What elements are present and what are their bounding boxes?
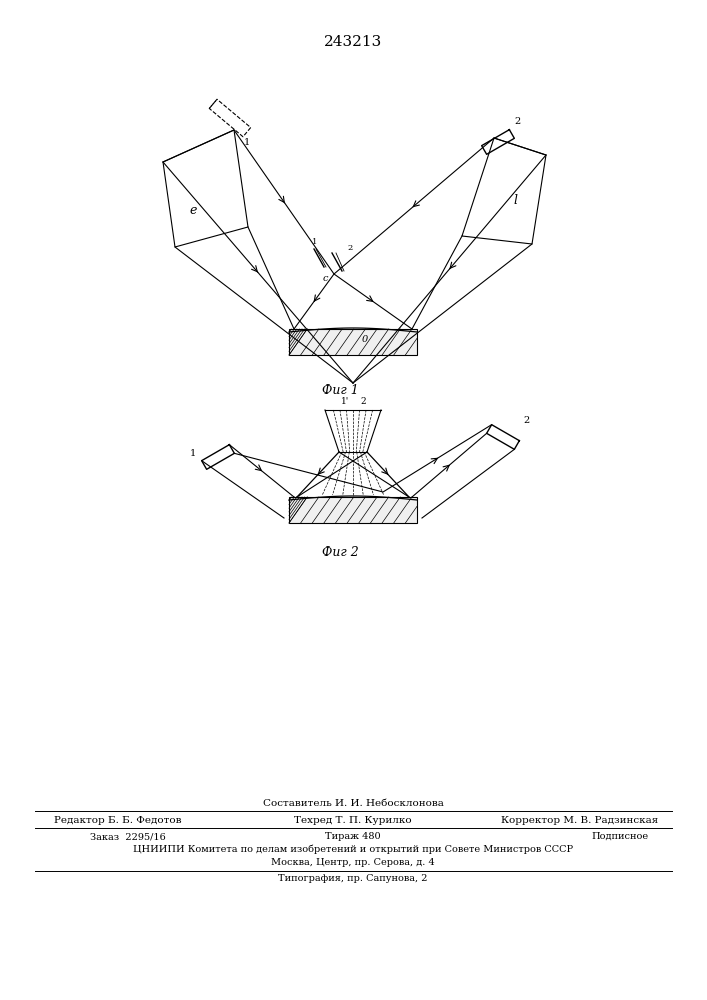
- Text: Техред Т. П. Курилко: Техред Т. П. Курилко: [294, 816, 411, 825]
- Text: Москва, Центр, пр. Серова, д. 4: Москва, Центр, пр. Серова, д. 4: [271, 858, 435, 867]
- Text: 2: 2: [347, 244, 352, 252]
- Text: e: e: [189, 204, 197, 217]
- Text: 1: 1: [244, 138, 250, 147]
- Text: 2: 2: [360, 397, 366, 406]
- Text: 2: 2: [514, 117, 520, 126]
- Text: Тираж 480: Тираж 480: [325, 832, 381, 841]
- Text: 1': 1': [341, 397, 349, 406]
- Text: 0: 0: [362, 336, 368, 344]
- Text: Фиг 1: Фиг 1: [322, 383, 358, 396]
- Text: c: c: [322, 274, 328, 283]
- Text: Составитель И. И. Небосклонова: Составитель И. И. Небосклонова: [262, 799, 443, 808]
- Polygon shape: [163, 130, 248, 247]
- Bar: [289, 497, 417, 523]
- Text: 1: 1: [189, 448, 196, 458]
- Text: Фиг 2: Фиг 2: [322, 546, 358, 558]
- Text: Редактор Б. Б. Федотов: Редактор Б. Б. Федотов: [54, 816, 182, 825]
- Text: Типография, пр. Сапунова, 2: Типография, пр. Сапунова, 2: [279, 874, 428, 883]
- Text: 2: 2: [523, 416, 530, 425]
- Text: 1: 1: [312, 238, 317, 246]
- Text: ЦНИИПИ Комитета по делам изобретений и открытий при Совете Министров СССР: ЦНИИПИ Комитета по делам изобретений и о…: [133, 844, 573, 854]
- Text: Корректор М. В. Радзинская: Корректор М. В. Радзинская: [501, 816, 659, 825]
- Text: 243213: 243213: [324, 35, 382, 49]
- Text: Заказ  2295/16: Заказ 2295/16: [90, 832, 165, 841]
- Polygon shape: [462, 138, 546, 244]
- Text: Подписное: Подписное: [592, 832, 648, 841]
- Bar: [289, 329, 417, 355]
- Text: l: l: [513, 194, 517, 208]
